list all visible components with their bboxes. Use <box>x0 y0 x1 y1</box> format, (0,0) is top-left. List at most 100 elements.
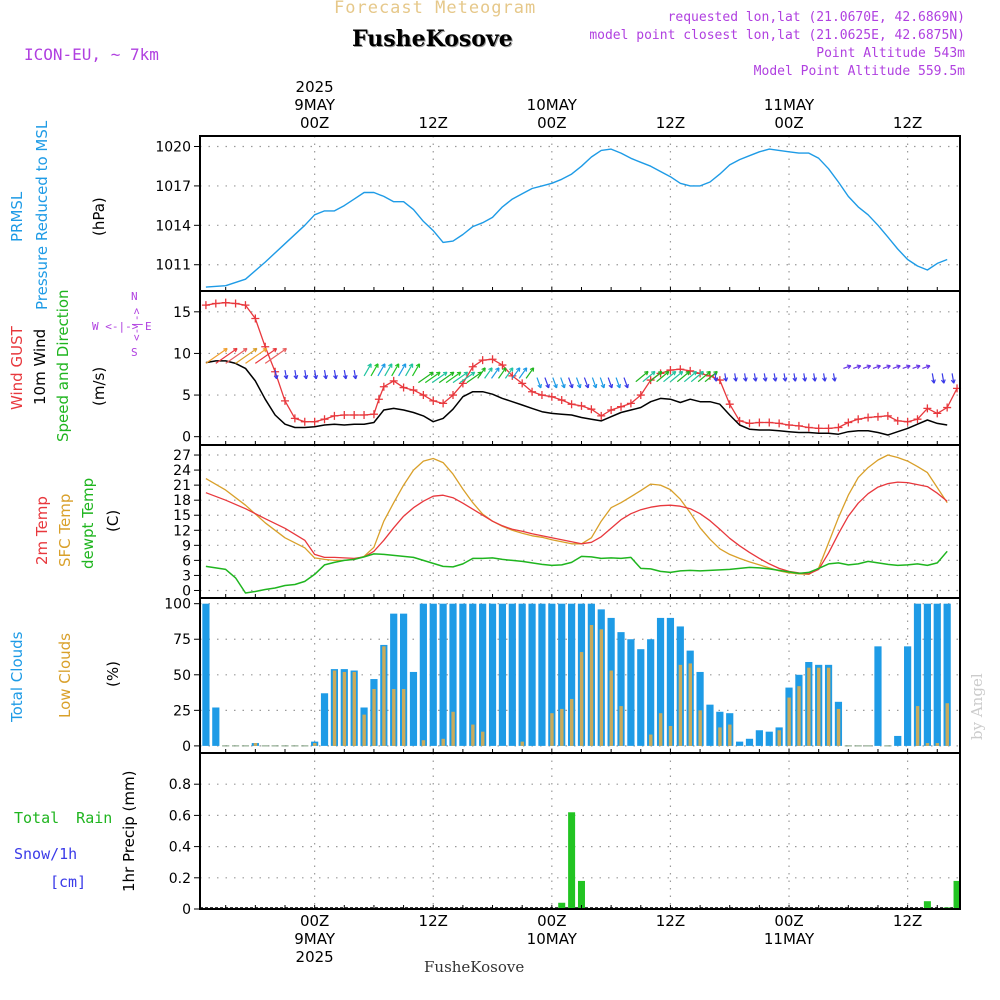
gust-marker <box>379 382 388 391</box>
total-cloud-bar <box>923 603 931 746</box>
wind-direction-arrow <box>882 364 891 370</box>
wind-direction-arrow <box>560 377 566 389</box>
wind-speed-dir-label: Speed and Direction <box>54 289 72 442</box>
low-cloud-bar <box>945 703 949 746</box>
bottom-time-label: 00Z <box>300 912 329 930</box>
dewpt-label: dewpt Temp <box>79 477 97 569</box>
bottom-time-label: 12Z <box>419 912 448 930</box>
wind-direction-arrow <box>504 367 514 379</box>
rain-bar <box>577 880 585 909</box>
wind-direction-arrow <box>670 370 684 383</box>
grid-layer <box>200 136 960 910</box>
bottom-time-label: 12Z <box>656 912 685 930</box>
wind-direction-arrow <box>623 377 629 389</box>
low-cloud-bar <box>649 734 653 746</box>
gust-marker <box>943 403 952 412</box>
wind-direction-arrow <box>377 363 386 377</box>
gust-marker <box>785 421 794 430</box>
gust-marker <box>488 355 497 364</box>
total-cloud-bar <box>449 603 457 746</box>
wind-direction-arrow <box>477 367 486 379</box>
wind-direction-arrow <box>733 373 738 382</box>
low-cloud-bar <box>313 743 317 746</box>
wind-direction-arrow <box>812 373 817 382</box>
low-cloud-bar <box>836 708 841 746</box>
series-layer <box>200 148 962 909</box>
gust-marker <box>814 424 823 433</box>
rain-bar <box>558 902 566 909</box>
low-cloud-bar <box>619 706 623 746</box>
wind-direction-arrow <box>831 373 837 382</box>
footer-location: FusheKosove <box>424 958 525 976</box>
gust-marker <box>646 376 655 385</box>
ytick-label: 10 <box>173 346 191 362</box>
gust-marker <box>933 409 942 418</box>
ytick-label: 18 <box>173 493 191 509</box>
ytick-label: 24 <box>173 463 191 479</box>
wind-direction-arrow <box>225 347 248 364</box>
wind-direction-arrow <box>452 371 469 384</box>
top-time-label: 00Z <box>537 114 566 132</box>
gust-marker <box>478 356 487 365</box>
wind-direction-arrow <box>333 369 338 380</box>
gust-marker <box>597 411 606 420</box>
top-time-label: 9MAY <box>294 96 336 114</box>
wind-direction-arrow <box>772 373 778 382</box>
gust-marker <box>923 404 932 413</box>
wind-direction-arrow <box>245 347 268 364</box>
gust-marker <box>834 423 843 432</box>
low-cloud-bar <box>797 686 801 746</box>
wind-direction-arrow <box>872 364 881 370</box>
wind-direction-arrow <box>843 364 852 370</box>
chart-title: Forecast Meteogram <box>334 0 537 18</box>
wind-direction-arrow <box>536 377 542 389</box>
low-cloud-bar <box>609 670 613 746</box>
model-point-altitude: Model Point Altitude 559.5m <box>753 64 965 79</box>
ytick-label: 12 <box>173 523 191 539</box>
gust-marker <box>251 314 260 323</box>
bottom-time-label: 00Z <box>774 912 803 930</box>
wind-direction-arrow <box>635 370 649 383</box>
ytick-label: 21 <box>173 478 191 494</box>
low-clouds-label: Low Clouds <box>56 633 74 718</box>
temp2m-label: 2m Temp <box>33 496 51 565</box>
gust-marker <box>913 415 922 424</box>
wind-direction-arrow <box>283 369 289 380</box>
wind-direction-arrow <box>445 371 462 384</box>
total-cloud-bar <box>429 603 437 746</box>
gust-marker <box>725 400 734 409</box>
wind-direction-arrow <box>491 367 500 379</box>
total-cloud-bar <box>567 603 576 746</box>
wind-direction-arrow <box>323 369 328 380</box>
total-cloud-bar <box>469 603 477 746</box>
location-title: FusheKosove <box>352 26 513 52</box>
gust-marker <box>221 298 230 307</box>
gust-marker <box>557 396 566 405</box>
total-cloud-bar <box>617 632 625 746</box>
wind-direction-arrow <box>583 377 590 389</box>
gust-marker <box>547 392 556 401</box>
prmsl-label: PRMSL <box>8 191 26 242</box>
gust-marker <box>804 423 813 432</box>
top-time-label: 00Z <box>774 114 803 132</box>
gust-marker <box>883 411 892 420</box>
low-cloud-bar <box>807 667 811 746</box>
wind-line <box>205 360 948 436</box>
low-cloud-bar <box>550 713 554 746</box>
wind-direction-arrow <box>902 364 911 370</box>
low-cloud-bar <box>935 743 940 746</box>
total-cloud-bar <box>202 603 210 746</box>
top-time-label: 12Z <box>656 114 685 132</box>
gust-marker <box>310 417 319 426</box>
wind-direction-arrow <box>704 370 718 383</box>
temp-unit-label: (C) <box>104 509 122 532</box>
wind-direction-arrow <box>313 369 319 380</box>
bottom-time-label: 9MAY <box>294 930 336 948</box>
wind-direction-arrow <box>607 377 614 389</box>
ytick-label: 0.4 <box>169 840 191 856</box>
ytick-label: 1020 <box>155 140 191 156</box>
gust-marker <box>201 301 210 310</box>
top-time-label: 00Z <box>300 114 329 132</box>
wind-direction-arrow <box>405 363 414 377</box>
